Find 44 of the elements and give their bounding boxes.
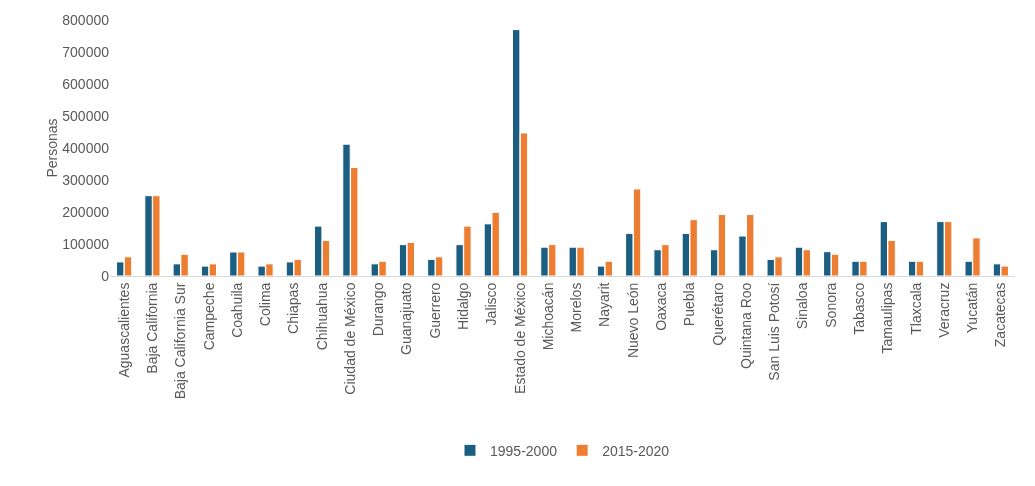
y-tick-label: 800000 — [62, 11, 110, 28]
x-tick-label: Tabasco — [851, 282, 867, 335]
x-tick-label: Puebla — [681, 282, 698, 327]
x-tick-label: San Luis Potosí — [766, 282, 783, 381]
x-tick-label: Querétaro — [709, 282, 726, 346]
x-tick-label: Campeche — [200, 282, 217, 351]
x-tick-label: Baja California — [143, 282, 160, 374]
y-tick-label: 100000 — [62, 235, 110, 252]
x-tick-label: Ciudad de México — [341, 282, 358, 395]
x-tick-label: Veracruz — [935, 282, 952, 338]
x-tick-label: Sinaloa — [794, 282, 811, 330]
x-tick-label: Coahuila — [228, 282, 245, 338]
x-tick-label: Zacatecas — [992, 282, 1009, 348]
y-tick-label: 0 — [101, 267, 110, 284]
x-tick-label: Oaxaca — [653, 282, 670, 331]
y-tick-label: 400000 — [62, 139, 110, 156]
x-tick-label: Chihuahua — [313, 282, 330, 351]
x-tick-label: Quintana Roo — [737, 282, 754, 370]
x-tick-label: Sonora — [822, 282, 839, 328]
legend-label: 2015-2020 — [602, 442, 670, 459]
x-tick-label: Guanajuato — [398, 282, 415, 356]
x-tick-label: Tamaulipas — [879, 282, 896, 354]
x-tick-label: Nayarit — [596, 282, 613, 327]
x-tick-label: Michoacán — [539, 282, 556, 351]
y-axis-title: Personas — [44, 118, 61, 178]
x-tick-label: Morelos — [568, 282, 585, 333]
x-tick-label: Hidalgo — [455, 282, 472, 331]
x-tick-label: Jalisco — [483, 282, 500, 326]
y-tick-label: 500000 — [62, 107, 110, 124]
y-tick-label: 300000 — [62, 171, 110, 188]
x-tick-label: Durango — [370, 282, 387, 337]
x-tick-label: Baja California Sur — [172, 282, 189, 400]
x-tick-label: Estado de México — [511, 282, 528, 394]
x-tick-label: Yucatán — [964, 282, 981, 334]
x-tick-label: Tlaxcala — [907, 282, 924, 335]
x-tick-label: Chiapas — [285, 282, 302, 334]
y-tick-label: 700000 — [62, 43, 110, 60]
legend-label: 1995-2000 — [490, 442, 558, 459]
x-tick-label: Guerrero — [426, 282, 443, 339]
y-tick-label: 200000 — [62, 203, 110, 220]
x-tick-label: Aguascalientes — [115, 282, 132, 378]
x-tick-label: Colima — [257, 282, 274, 327]
y-tick-label: 600000 — [62, 75, 110, 92]
x-tick-label: Nuevo León — [624, 282, 641, 359]
